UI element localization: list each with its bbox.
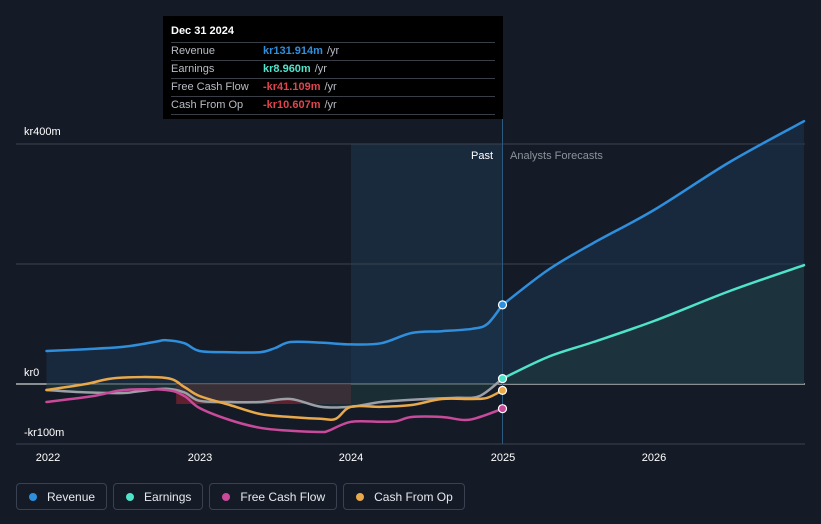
y-axis-label-top: kr400m xyxy=(24,126,61,138)
series-forecast-line-revenue xyxy=(501,119,806,307)
x-tick-label-2023: 2023 xyxy=(187,452,213,464)
tooltip-row-free-cash-flow: Free Cash Flow -kr41.109m /yr xyxy=(171,78,495,96)
series-line-revenue xyxy=(45,303,504,354)
tooltip-value: kr8.960m xyxy=(263,63,311,75)
legend-item-earnings[interactable]: Earnings xyxy=(113,483,204,510)
tooltip-date: Dec 31 2024 xyxy=(171,25,234,37)
tooltip-label: Earnings xyxy=(171,63,215,75)
tooltip-unit: /yr xyxy=(326,45,340,57)
area-earnings xyxy=(46,265,804,408)
tooltip-row-cash-from-op: Cash From Op -kr10.607m /yr xyxy=(171,96,495,115)
tooltip-unit: /yr xyxy=(324,99,337,111)
x-tick-label-2026: 2026 xyxy=(641,452,667,464)
past-label: Past xyxy=(471,150,494,162)
legend-item-free-cash-flow[interactable]: Free Cash Flow xyxy=(209,483,338,510)
legend-item-revenue[interactable]: Revenue xyxy=(16,483,108,510)
tooltip-row-revenue: Revenue kr131.914m /yr xyxy=(171,42,495,60)
legend-dot-icon xyxy=(222,492,231,501)
y-axis-label-bottom: -kr100m xyxy=(24,427,65,439)
tooltip-label: Free Cash Flow xyxy=(171,81,249,93)
chart-legend: Revenue Earnings Free Cash Flow Cash Fro… xyxy=(16,483,465,510)
x-tick-label-2025: 2025 xyxy=(490,452,516,464)
tooltip-value: kr131.914m xyxy=(263,45,323,57)
tooltip-value: -kr10.607m xyxy=(263,99,321,111)
legend-label: Revenue xyxy=(47,489,96,504)
data-tooltip: Dec 31 2024 Revenue kr131.914m /yr Earni… xyxy=(163,16,503,119)
series-line-cash-from-op xyxy=(45,375,504,422)
tooltip-unit: /yr xyxy=(314,63,327,75)
forecast-label: Analysts Forecasts xyxy=(510,150,603,162)
area-revenue xyxy=(46,121,804,384)
x-tick-label-2022: 2022 xyxy=(35,452,61,464)
legend-dot-icon xyxy=(356,492,365,501)
tooltip-label: Cash From Op xyxy=(171,99,244,111)
tooltip-unit: /yr xyxy=(324,81,337,93)
y-axis-label-zero: kr0 xyxy=(24,367,40,379)
tooltip-label: Revenue xyxy=(171,45,216,57)
tooltip-row-earnings: Earnings kr8.960m /yr xyxy=(171,60,495,78)
legend-label: Earnings xyxy=(144,489,192,504)
highlight-point-earnings xyxy=(497,374,508,384)
tooltip-value: -kr41.109m xyxy=(263,81,321,93)
highlight-point-revenue xyxy=(497,300,508,310)
legend-label: Free Cash Flow xyxy=(240,489,326,504)
legend-dot-icon xyxy=(126,492,135,501)
legend-label: Cash From Op xyxy=(374,489,453,504)
highlight-point-free-cash-flow xyxy=(497,404,508,414)
x-tick-label-2024: 2024 xyxy=(338,452,364,464)
highlight-point-cash-from-op xyxy=(497,385,508,395)
legend-dot-icon xyxy=(29,492,37,501)
series-line-free-cash-flow xyxy=(45,388,504,434)
legend-item-cash-from-op[interactable]: Cash From Op xyxy=(343,483,465,510)
series-forecast-line-earnings xyxy=(501,263,806,380)
